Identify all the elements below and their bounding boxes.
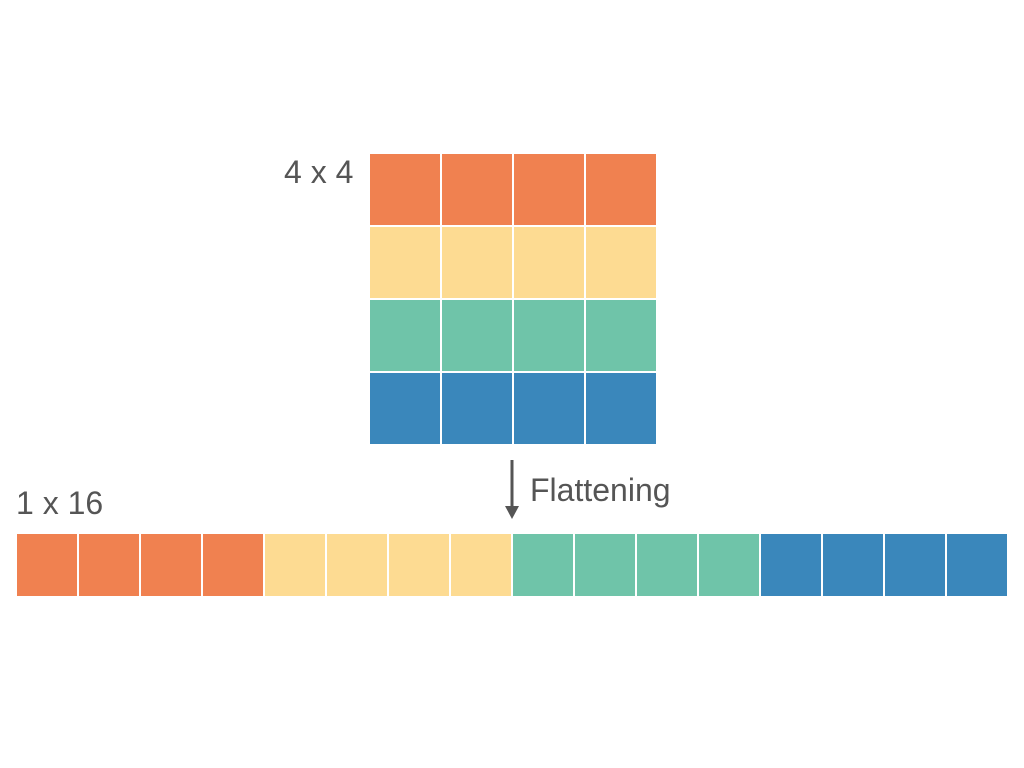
- vector-cell: [699, 534, 759, 596]
- vector-cell: [79, 534, 139, 596]
- vector-cell: [141, 534, 201, 596]
- vector-cell: [513, 534, 573, 596]
- matrix-cell: [586, 154, 656, 225]
- matrix-cell: [586, 373, 656, 444]
- matrix-cell: [370, 300, 440, 371]
- flattened-vector-row: [17, 534, 1007, 596]
- vector-cell: [885, 534, 945, 596]
- matrix-cell: [442, 373, 512, 444]
- matrix-cell: [514, 300, 584, 371]
- vector-cell: [823, 534, 883, 596]
- arrow-down-icon: [505, 460, 519, 519]
- matrix-cell: [442, 227, 512, 298]
- vector-cell: [947, 534, 1007, 596]
- vector-cell: [575, 534, 635, 596]
- matrix-cell: [370, 154, 440, 225]
- matrix-cell: [586, 300, 656, 371]
- matrix-cell: [514, 154, 584, 225]
- vector-cell: [265, 534, 325, 596]
- matrix-cell: [514, 373, 584, 444]
- matrix-cell: [370, 227, 440, 298]
- vector-cell: [389, 534, 449, 596]
- matrix-dimension-label: 4 x 4: [284, 154, 354, 190]
- vector-cell: [637, 534, 697, 596]
- matrix-cell: [586, 227, 656, 298]
- vector-cell: [17, 534, 77, 596]
- flattening-label: Flattening: [530, 472, 671, 508]
- vector-cell: [451, 534, 511, 596]
- matrix-4x4-grid: [370, 154, 656, 444]
- matrix-cell: [370, 373, 440, 444]
- vector-cell: [203, 534, 263, 596]
- matrix-cell: [442, 300, 512, 371]
- matrix-cell: [514, 227, 584, 298]
- vector-dimension-label: 1 x 16: [16, 485, 104, 521]
- vector-cell: [761, 534, 821, 596]
- vector-cell: [327, 534, 387, 596]
- matrix-cell: [442, 154, 512, 225]
